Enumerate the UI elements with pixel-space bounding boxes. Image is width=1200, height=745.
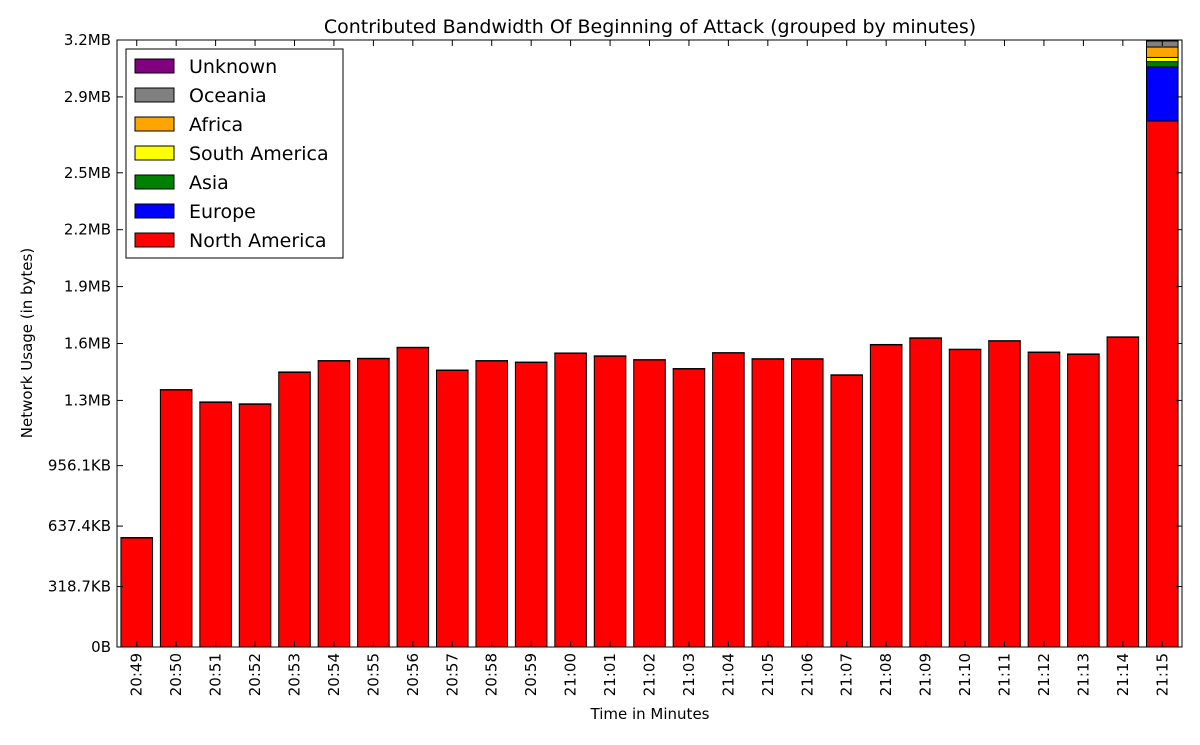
x-tick-label: 21:02	[641, 653, 659, 696]
bar-north-america-2102	[634, 360, 666, 647]
x-tick-label: 20:59	[522, 653, 540, 696]
bar-north-america-2050	[160, 390, 192, 647]
y-tick-label: 1.3MB	[64, 391, 111, 409]
bar-north-america-2054	[318, 361, 350, 647]
y-tick-label: 1.9MB	[64, 278, 111, 296]
y-tick-label: 2.9MB	[64, 88, 111, 106]
legend-swatch-south-america	[135, 146, 174, 160]
x-tick-label: 20:52	[246, 653, 264, 696]
bar-africa-2115	[1147, 47, 1179, 57]
x-tick-label: 21:15	[1153, 653, 1171, 696]
legend-label-africa: Africa	[189, 114, 243, 136]
legend-label-europe: Europe	[189, 201, 256, 223]
y-tick-label: 1.6MB	[64, 335, 111, 353]
x-tick-label: 20:58	[483, 653, 501, 696]
bar-north-america-2113	[1068, 354, 1100, 647]
x-tick-label: 21:09	[917, 653, 935, 696]
y-tick-label: 2.2MB	[64, 221, 111, 239]
legend-label-unknown: Unknown	[189, 56, 277, 78]
bar-north-america-2109	[910, 338, 942, 647]
bar-north-america-2110	[949, 350, 981, 647]
bar-north-america-2100	[555, 353, 587, 647]
x-tick-label: 21:13	[1074, 653, 1092, 696]
bar-north-america-2052	[239, 404, 271, 647]
legend-label-north-america: North America	[189, 230, 327, 252]
legend-swatch-unknown	[135, 59, 174, 73]
bar-north-america-2058	[476, 361, 508, 647]
bar-north-america-2112	[1028, 352, 1060, 647]
x-tick-label: 21:14	[1114, 653, 1132, 696]
legend: Unknown Oceania Africa South America Asia Eur…	[126, 49, 343, 258]
bar-north-america-2057	[437, 370, 469, 647]
bar-north-america-2103	[673, 369, 705, 647]
y-tick-label: 637.4KB	[48, 517, 111, 535]
y-tick-label: 3.2MB	[64, 31, 111, 49]
x-tick-label: 21:04	[719, 653, 737, 696]
x-tick-label: 20:56	[404, 653, 422, 696]
chart-title: Contributed Bandwidth Of Beginning of At…	[324, 16, 976, 38]
y-tick-label: 318.7KB	[48, 578, 111, 596]
bar-north-america-2059	[515, 362, 547, 647]
legend-swatch-africa	[135, 117, 174, 131]
bar-north-america-2107	[831, 375, 863, 647]
x-tick-label: 21:07	[838, 653, 856, 696]
x-tick-label: 21:12	[1035, 653, 1053, 696]
y-tick-label: 0B	[91, 638, 111, 656]
bar-north-america-2051	[200, 402, 232, 647]
bar-north-america-2115	[1147, 121, 1179, 647]
x-tick-label: 20:51	[207, 653, 225, 696]
x-tick-label: 21:08	[877, 653, 895, 696]
x-tick-label: 20:57	[443, 653, 461, 696]
x-tick-label: 21:01	[601, 653, 619, 696]
legend-swatch-oceania	[135, 88, 174, 102]
bar-north-america-2104	[713, 353, 745, 647]
legend-label-south-america: South America	[189, 143, 329, 165]
y-tick-label: 956.1KB	[48, 457, 111, 475]
bar-north-america-2105	[752, 359, 784, 647]
bar-north-america-2101	[594, 356, 626, 647]
x-tick-label: 21:03	[680, 653, 698, 696]
y-tick-label: 2.5MB	[64, 164, 111, 182]
bar-north-america-2106	[792, 359, 824, 647]
x-tick-label: 20:53	[286, 653, 304, 696]
bar-north-america-2055	[358, 359, 390, 647]
x-tick-label: 21:11	[996, 653, 1014, 696]
legend-label-oceania: Oceania	[189, 85, 267, 107]
bar-north-america-2053	[279, 372, 311, 647]
x-axis-label: Time in Minutes	[590, 705, 710, 723]
x-tick-label: 21:00	[562, 653, 580, 696]
x-tick-label: 21:05	[759, 653, 777, 696]
y-axis-label: Network Usage (in bytes)	[18, 248, 36, 438]
x-tick-label: 21:10	[956, 653, 974, 696]
bar-north-america-2111	[989, 341, 1021, 647]
legend-swatch-europe	[135, 204, 174, 218]
bar-north-america-2108	[870, 345, 902, 647]
x-tick-label: 20:49	[128, 653, 146, 696]
bar-europe-2115	[1147, 67, 1179, 121]
bar-asia-2115	[1147, 62, 1179, 67]
bar-north-america-2114	[1107, 337, 1139, 647]
bar-north-america-2056	[397, 348, 429, 647]
legend-label-asia: Asia	[189, 172, 229, 194]
legend-swatch-north-america	[135, 233, 174, 247]
x-tick-label: 20:54	[325, 653, 343, 696]
bar-north-america-2049	[121, 538, 153, 647]
legend-swatch-asia	[135, 175, 174, 189]
x-tick-label: 20:50	[167, 653, 185, 696]
x-tick-label: 20:55	[364, 653, 382, 696]
x-tick-label: 21:06	[798, 653, 816, 696]
bar-south-america-2115	[1147, 57, 1179, 61]
